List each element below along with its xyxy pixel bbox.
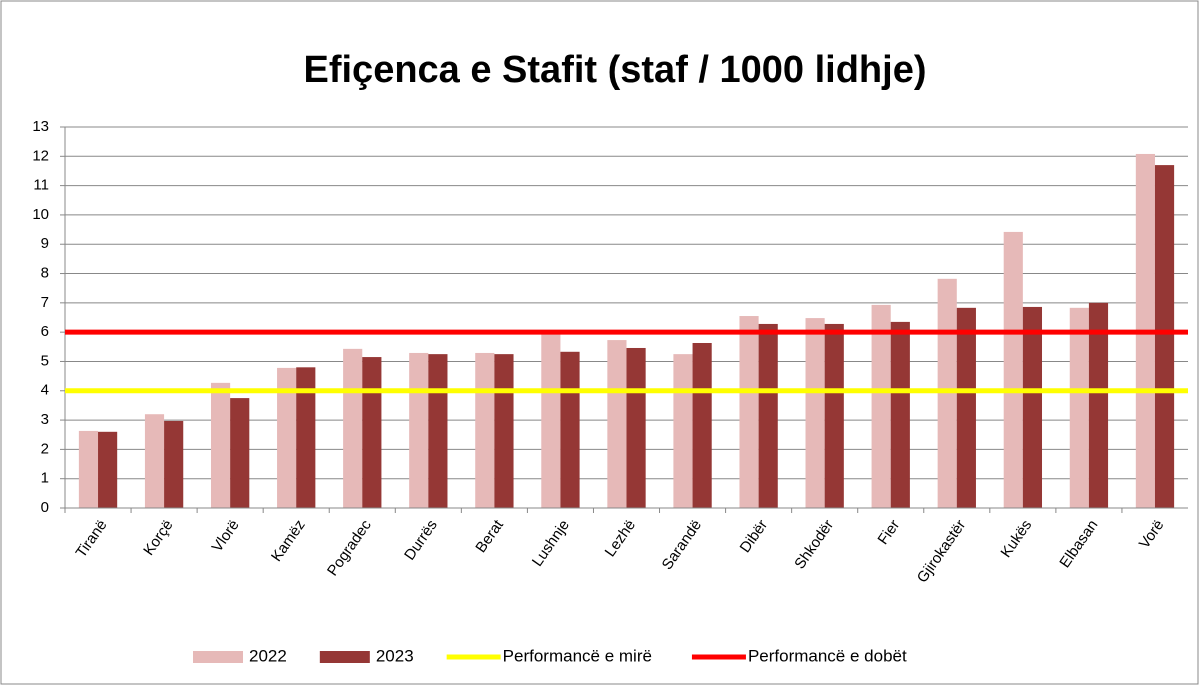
bar: [871, 304, 891, 508]
bar: [1069, 307, 1089, 508]
y-tick-label: 5: [41, 352, 49, 369]
bar: [805, 318, 825, 508]
y-tick-label: 4: [41, 382, 49, 399]
bar: [428, 354, 448, 508]
bar: [692, 342, 712, 508]
bar: [956, 307, 976, 508]
y-tick-label: 7: [41, 294, 49, 311]
legend-label: 2023: [376, 646, 414, 665]
bar: [475, 352, 495, 508]
y-tick-label: 1: [41, 470, 49, 487]
bar: [277, 367, 297, 508]
chart-title: Efiçenca e Stafit (staf / 1000 lidhje): [304, 49, 927, 91]
bar: [937, 278, 957, 508]
bar: [210, 382, 231, 508]
bar: [560, 351, 580, 508]
legend-label: 2022: [249, 646, 287, 665]
y-tick-label: 13: [32, 118, 49, 135]
bar: [144, 414, 165, 508]
bar: [494, 354, 514, 508]
y-tick-label: 10: [32, 206, 49, 223]
bar: [1154, 165, 1175, 508]
y-tick-label: 11: [33, 177, 49, 194]
y-tick-label: 12: [32, 147, 49, 164]
bar: [739, 316, 759, 508]
bar: [626, 347, 646, 508]
bar: [343, 348, 363, 508]
bar: [98, 431, 118, 508]
bar: [230, 398, 250, 508]
y-tick-label: 8: [41, 265, 49, 282]
bar: [607, 340, 627, 508]
bar: [673, 354, 693, 508]
legend-swatch: [193, 651, 243, 663]
bar: [362, 357, 382, 508]
bar: [164, 420, 184, 508]
bar: [1022, 306, 1043, 508]
y-tick-label: 9: [41, 235, 49, 252]
legend-label: Performancë e mirë: [503, 646, 652, 665]
bar: [1088, 302, 1109, 508]
bar: [78, 430, 99, 508]
bar: [1003, 231, 1023, 508]
bar: [824, 323, 844, 508]
y-tick-label: 2: [41, 440, 49, 457]
bar: [541, 332, 561, 508]
bar: [890, 321, 910, 508]
y-tick-label: 6: [41, 323, 49, 340]
legend-swatch: [319, 651, 370, 663]
bar: [758, 323, 778, 508]
legend-label: Performancë e dobët: [748, 646, 907, 665]
bar: [296, 367, 316, 508]
bar: [409, 352, 429, 508]
y-tick-label: 0: [41, 499, 49, 516]
y-tick-label: 3: [41, 411, 49, 428]
